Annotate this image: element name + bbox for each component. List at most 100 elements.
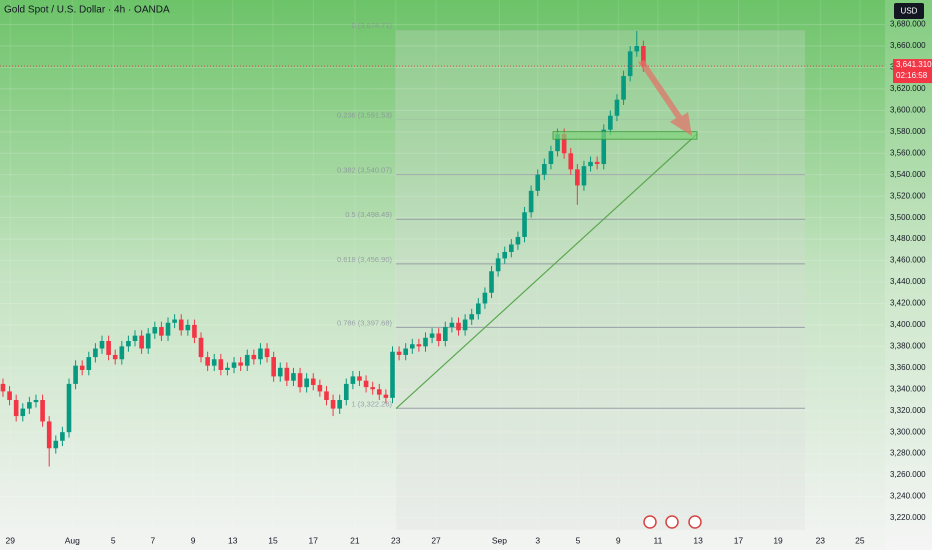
candle-body <box>46 421 52 449</box>
candle-body <box>324 391 329 400</box>
candle-body <box>277 367 283 377</box>
y-tick-label: 3,480.000 <box>890 234 926 243</box>
candle-body <box>145 333 151 349</box>
candle-body <box>198 337 204 358</box>
candle-body <box>469 314 475 320</box>
candle-body <box>132 335 138 341</box>
y-tick-label: 3,660.000 <box>890 41 926 50</box>
candle-body <box>495 258 501 272</box>
chart-title: Gold Spot / U.S. Dollar · 4h · OANDA <box>4 5 170 16</box>
candle-body <box>634 46 640 52</box>
fib-label: 0.5 (3,498.49) <box>345 210 392 219</box>
x-tick-label: 27 <box>431 535 441 545</box>
x-tick-label: 23 <box>816 535 826 545</box>
currency-box[interactable] <box>894 3 924 19</box>
candle-body <box>396 351 402 355</box>
candle-body <box>139 335 144 349</box>
candle-body <box>608 115 613 130</box>
candle-body <box>423 337 428 347</box>
event-icons <box>643 515 702 529</box>
candle-body <box>409 344 415 349</box>
candle-body <box>429 333 435 338</box>
event-icon[interactable] <box>665 515 679 529</box>
candle-body <box>225 367 230 370</box>
candle-body <box>310 378 316 385</box>
x-tick-label: 11 <box>653 535 662 545</box>
y-tick-label: 3,540.000 <box>890 170 926 179</box>
candle-body <box>561 133 567 154</box>
fib-area <box>396 30 805 530</box>
candle-body <box>330 399 336 409</box>
candle-body <box>627 51 633 77</box>
fib-label: 0.382 (3,540.07) <box>337 166 393 175</box>
event-icon[interactable] <box>688 515 702 529</box>
candle-body <box>271 357 276 377</box>
candle-body <box>436 333 442 341</box>
candle-body <box>376 389 382 395</box>
candle-body <box>93 348 98 358</box>
candle-body <box>205 357 210 366</box>
x-tick-label: 7 <box>150 535 155 545</box>
fib-label: 0.618 (3,456.90) <box>337 255 393 264</box>
candle-body <box>53 440 59 449</box>
y-tick-label: 3,360.000 <box>890 363 926 372</box>
candle-body <box>185 324 191 331</box>
y-tick-label: 3,680.000 <box>890 20 926 29</box>
candle-body <box>172 319 177 323</box>
candle-body <box>449 322 455 328</box>
event-icon[interactable] <box>643 515 657 529</box>
candle-body <box>337 399 342 409</box>
candle-body <box>489 271 494 293</box>
x-tick-label: Aug <box>65 535 80 545</box>
x-tick-label: 25 <box>855 535 865 545</box>
candle-body <box>555 133 560 152</box>
candle-body <box>456 322 461 331</box>
y-tick-label: 3,420.000 <box>890 299 926 308</box>
candle-body <box>370 387 375 390</box>
x-tick-label: 9 <box>191 535 196 545</box>
candle-body <box>211 359 217 366</box>
candle-body <box>350 376 356 384</box>
fib-label: 1 (3,322.26) <box>352 399 393 408</box>
x-tick-label: 13 <box>693 535 703 545</box>
y-tick-label: 3,320.000 <box>890 406 926 415</box>
candle-body <box>165 322 171 336</box>
x-tick-label: 13 <box>228 535 238 545</box>
y-tick-label: 3,300.000 <box>890 427 926 436</box>
last-price-tag <box>893 59 932 84</box>
fib-label: 0.786 (3,397.68) <box>337 318 393 327</box>
candle-body <box>284 367 290 381</box>
candle-body <box>515 236 521 245</box>
y-tick-label: 3,500.000 <box>890 213 926 222</box>
candle-body <box>442 327 448 341</box>
candle-body <box>7 391 12 400</box>
candle-body <box>575 169 580 186</box>
candle-body <box>126 340 131 347</box>
candle-body <box>231 362 237 368</box>
candle-body <box>528 190 534 213</box>
candle-body <box>27 402 32 409</box>
x-tick-label: Sep <box>492 535 507 545</box>
candle-body <box>403 348 409 355</box>
countdown-label: 02:16:58 <box>896 71 928 80</box>
y-tick-label: 3,220.000 <box>890 513 926 522</box>
x-tick-label: 9 <box>616 535 621 545</box>
y-tick-label: 3,520.000 <box>890 191 926 200</box>
candle-body <box>548 151 554 165</box>
y-tick-label: 3,280.000 <box>890 449 926 458</box>
candle-body <box>192 324 197 338</box>
x-tick-label: 5 <box>576 535 581 545</box>
candle-body <box>79 365 85 370</box>
last-price-label: 3,641.310 <box>896 60 932 69</box>
x-tick-label: 15 <box>268 535 278 545</box>
candle-body <box>581 166 587 186</box>
candle-body <box>218 359 224 370</box>
candle-body <box>40 399 45 422</box>
y-tick-label: 3,440.000 <box>890 277 926 286</box>
candle-body <box>258 348 263 360</box>
candle-body <box>251 354 257 360</box>
candle-body <box>86 357 92 370</box>
candle-body <box>33 399 39 403</box>
candle-body <box>119 346 125 360</box>
